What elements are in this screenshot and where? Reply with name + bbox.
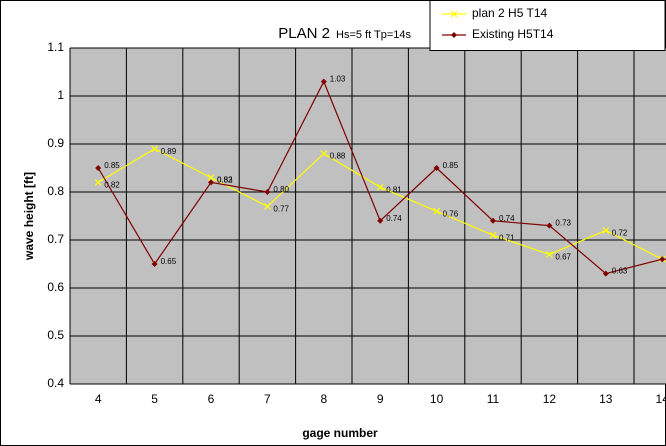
x-tick-label: 9 bbox=[377, 392, 384, 406]
x-tick-label: 7 bbox=[264, 392, 271, 406]
point bbox=[602, 270, 609, 277]
plot-area bbox=[70, 47, 666, 385]
point bbox=[208, 179, 214, 186]
data-label: 0.85 bbox=[443, 161, 459, 170]
y-tick-label: 0.5 bbox=[47, 328, 64, 342]
x-tick-label: 5 bbox=[151, 392, 158, 406]
data-label: 0.63 bbox=[612, 267, 628, 276]
x-tick-label: 13 bbox=[599, 392, 613, 406]
legend-marker bbox=[451, 32, 457, 38]
data-label: 0.82 bbox=[104, 181, 120, 190]
y-tick-label: 0.4 bbox=[47, 376, 64, 390]
point bbox=[489, 231, 497, 239]
point bbox=[545, 250, 553, 258]
chart-subtitle: Hs=5 ft Tp=14s bbox=[336, 29, 412, 41]
legend-label: plan 2 H5 T14 bbox=[472, 6, 547, 20]
point bbox=[151, 145, 159, 153]
point bbox=[490, 217, 496, 224]
point bbox=[659, 256, 666, 263]
plot-background bbox=[70, 48, 666, 384]
data-label: 0.85 bbox=[104, 161, 120, 170]
legend-label: Existing H5T14 bbox=[472, 27, 554, 41]
x-tick-label: 8 bbox=[320, 392, 327, 406]
x-tick-label: 14 bbox=[656, 392, 666, 406]
data-label: 0.73 bbox=[555, 219, 571, 228]
x-axis-title: gage number bbox=[302, 426, 378, 440]
point bbox=[546, 222, 553, 229]
data-label: 0.83 bbox=[217, 176, 233, 185]
data-label: 0.89 bbox=[161, 147, 177, 156]
data-label: 0.74 bbox=[386, 214, 402, 223]
data-label: 0.65 bbox=[161, 257, 177, 266]
series-line bbox=[97, 148, 666, 260]
x-tick-label: 12 bbox=[543, 392, 557, 406]
data-label: 0.77 bbox=[273, 205, 289, 214]
legend-marker bbox=[450, 10, 458, 18]
chart-title: PLAN 2 bbox=[278, 25, 330, 42]
data-label: 0.71 bbox=[499, 233, 515, 242]
x-tick-label: 4 bbox=[95, 392, 102, 406]
point bbox=[376, 183, 384, 191]
point bbox=[151, 261, 158, 267]
data-label: 0.67 bbox=[555, 253, 571, 262]
point bbox=[320, 78, 327, 85]
y-tick-label: 1 bbox=[57, 88, 64, 102]
y-tick-label: 0.6 bbox=[47, 280, 64, 294]
data-label: 0.72 bbox=[612, 229, 628, 238]
data-label: 0.88 bbox=[330, 152, 346, 161]
point bbox=[602, 226, 610, 234]
y-tick-label: 0.7 bbox=[47, 232, 64, 246]
y-axis-title: wave height [ft] bbox=[22, 172, 36, 261]
x-tick-label: 6 bbox=[208, 392, 215, 406]
data-label: 0.82 bbox=[217, 176, 233, 185]
point bbox=[264, 189, 271, 195]
x-tick-label: 11 bbox=[487, 392, 500, 406]
point bbox=[95, 165, 102, 171]
data-label: 0.74 bbox=[499, 214, 515, 223]
y-tick-label: 0.8 bbox=[47, 184, 64, 198]
x-tick-label: 10 bbox=[430, 392, 444, 406]
data-label: 0.80 bbox=[273, 185, 289, 194]
data-label: 0.81 bbox=[386, 185, 402, 194]
point bbox=[433, 165, 440, 171]
data-label: 0.76 bbox=[443, 209, 459, 218]
legend-box bbox=[429, 0, 666, 51]
point bbox=[433, 207, 441, 215]
y-tick-label: 0.9 bbox=[47, 136, 64, 150]
point bbox=[320, 150, 328, 158]
point bbox=[207, 174, 215, 182]
point bbox=[263, 202, 271, 210]
point bbox=[94, 178, 102, 186]
data-label: 1.03 bbox=[330, 75, 346, 84]
point bbox=[377, 217, 384, 224]
y-tick-label: 1.1 bbox=[47, 40, 64, 54]
